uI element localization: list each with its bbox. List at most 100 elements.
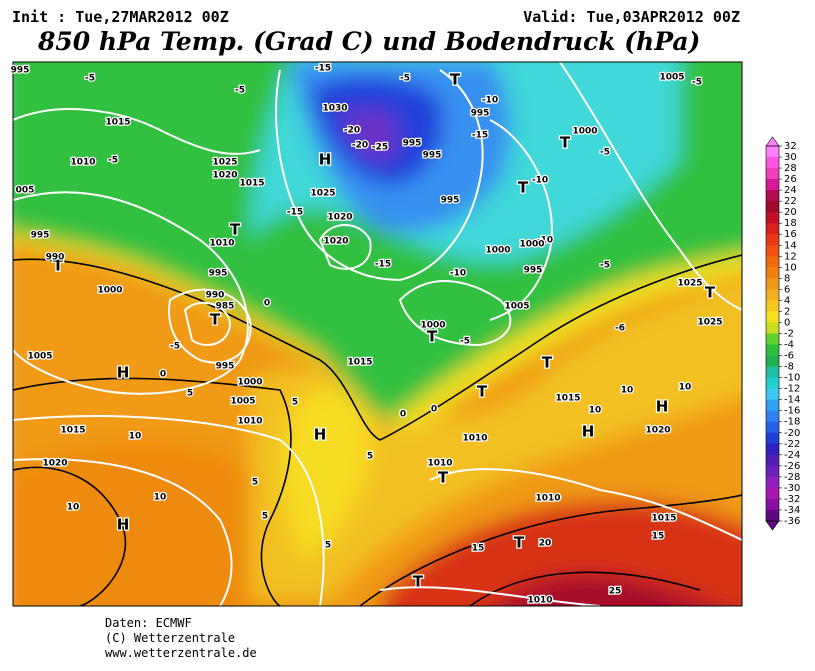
contour-label: 990 [46,253,65,263]
colorbar-bin [766,465,779,478]
colorbar-label: -36 [784,516,800,527]
valid-time: Valid: Tue,03APR2012 00Z [523,8,740,26]
contour-label: -6 [615,324,625,334]
colorbar-label: 10 [784,262,797,273]
contour-label: 5 [325,541,331,551]
colorbar-cap [765,520,780,531]
contour-label: 995 [441,196,460,206]
contour-label: 1025 [677,279,702,289]
contour-label: 5 [187,389,193,399]
colorbar-label: 8 [784,273,790,284]
contour-label: 1020 [323,237,348,247]
colorbar-bin [766,146,779,158]
contour-label: 985 [216,302,235,312]
colorbar-bin [766,476,779,489]
contour-label: 1010 [209,239,234,249]
contour-label: 1020 [327,213,352,223]
colorbar-label: 16 [784,229,797,240]
contour-label: 005 [16,186,35,196]
colorbar-label: -2 [784,329,794,340]
contour-label: 995 [31,231,50,241]
colorbar-label: 26 [784,174,797,185]
contour-label: 1010 [462,434,487,444]
colorbar-label: -30 [784,483,800,494]
contour-label: 1015 [60,426,85,436]
contour-label: 995 [209,269,228,279]
colorbar-bin [766,410,779,423]
contour-label: 1000 [485,246,510,256]
contour-label: -15 [472,131,488,141]
colorbar-bin [766,498,779,511]
pressure-center-label: T [518,179,529,197]
colorbar-bin [766,509,779,522]
contour-label: 1020 [42,459,67,469]
contour-label: 1000 [420,321,445,331]
colorbar-label: 28 [784,163,797,174]
footer-line: www.wetterzentrale.de [105,646,257,660]
contour-label: 990 [206,291,225,301]
colorbar-bin [766,366,779,379]
contour-label: 10 [679,383,692,393]
contour-label: 995 [524,266,543,276]
colorbar-label: 12 [784,251,797,262]
colorbar-bin [766,168,779,180]
contour-label: 995 [471,109,490,119]
contour-label: 1030 [322,104,347,114]
colorbar-bin [766,157,779,169]
colorbar-label: -24 [784,450,800,461]
colorbar-label: 18 [784,218,797,229]
contour-label: 0 [431,405,437,415]
colorbar-bin [766,311,779,323]
contour-label: 995 [423,151,442,161]
colorbar-bin [766,487,779,500]
contour-label: 1005 [504,302,529,312]
contour-label: 1015 [105,118,130,128]
contour-label: -15 [315,64,331,74]
contour-label: 15 [652,532,665,542]
colorbar-label: 24 [784,185,797,196]
colorbar-label: 14 [784,240,797,251]
colorbar-cap [765,136,780,147]
pressure-center-label: H [314,426,327,444]
contour-label: 0 [264,299,270,309]
colorbar-label: -20 [784,428,800,439]
contour-label: 1025 [310,189,335,199]
contour-label: 20 [539,539,552,549]
contour-label: 1000 [237,378,262,388]
contour-label: 1015 [555,394,580,404]
colorbar-label: 32 [784,141,797,152]
pressure-center-label: T [427,328,438,346]
contour-label: 5 [262,512,268,522]
colorbar-bin [766,223,779,235]
colorbar-label: -26 [784,461,800,472]
colorbar-bin [766,179,779,191]
colorbar-bin [766,245,779,257]
pressure-center-label: H [582,423,595,441]
colorbar-bin [766,355,779,368]
contour-label: 1010 [535,494,560,504]
contour-label: 5 [292,398,298,408]
pressure-center-label: H [656,398,669,416]
colorbar-bin [766,300,779,312]
pressure-center-label: T [210,311,221,329]
contour-label: 5 [252,478,258,488]
temperature-contours [13,254,742,606]
pressure-center-label: H [117,364,130,382]
colorbar-bin [766,421,779,434]
colorbar-label: 4 [784,295,790,306]
contour-label: 0 [160,370,166,380]
temperature-field [13,62,742,606]
colorbar-label: 30 [784,152,797,163]
contour-label: -10 [450,269,466,279]
colorbar-bin [766,333,779,346]
contour-label: -5 [600,261,610,271]
colorbar-bin [766,234,779,246]
pressure-center-label: H [319,151,332,169]
contour-label: 10 [67,503,80,513]
colorbar-bin [766,443,779,456]
contour-label: 1005 [230,397,255,407]
colorbar-bin [766,344,779,357]
colorbar-label: -12 [784,384,800,395]
colorbar: 32302826242220181614121086420-2-4-6-8-10… [765,136,800,531]
